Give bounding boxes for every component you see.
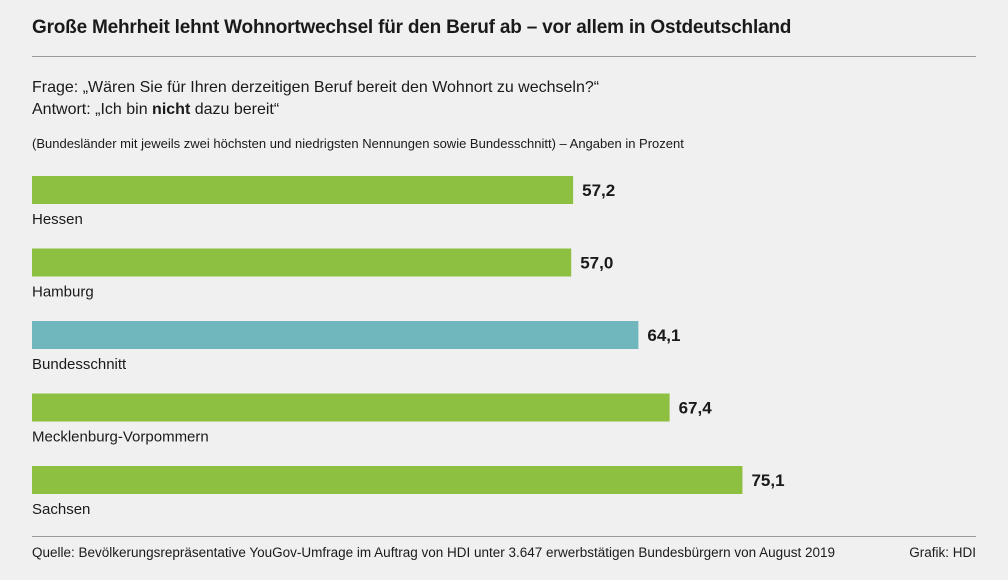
value-label-bundesschnitt: 64,1 [647,326,680,345]
category-label-sachsen: Sachsen [32,501,90,518]
value-label-sachsen: 75,1 [751,471,784,490]
chart-title: Große Mehrheit lehnt Wohnortwechsel für … [32,17,792,38]
bar-hessen [32,176,574,204]
answer-emphasis: nicht [152,101,191,118]
category-label-hessen: Hessen [32,211,83,228]
category-label-bundesschnitt: Bundesschnitt [32,356,127,373]
title-divider [32,56,976,57]
category-label-mecklenburg-vorpommern: Mecklenburg-Vorpommern [32,429,209,446]
value-label-hessen: 57,2 [582,181,615,200]
answer-prefix: Antwort: „Ich bin [32,101,153,118]
value-label-hamburg: 57,0 [580,254,613,273]
survey-answer: Antwort: „Ich bin nicht dazu bereit“ [32,99,279,120]
survey-question: Frage: „Wären Sie für Ihren derzeitigen … [32,79,600,96]
bar-bundesschnitt [32,321,639,349]
bar-mecklenburg-vorpommern [32,393,670,422]
graphic-credit: Grafik: HDI [909,545,976,560]
category-label-hamburg: Hamburg [32,284,94,301]
answer-suffix: dazu bereit“ [190,101,280,118]
footer-divider [32,536,976,537]
value-label-mecklenburg-vorpommern: 67,4 [679,399,713,418]
chart-note: (Bundesländer mit jeweils zwei höchsten … [32,136,684,151]
bar-sachsen [32,466,743,494]
bar-hamburg [32,248,572,277]
source-note: Quelle: Bevölkerungsrepräsentative YouGo… [32,545,835,560]
